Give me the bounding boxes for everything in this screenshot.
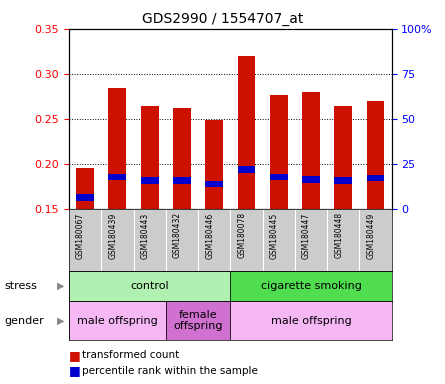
Bar [231, 301, 392, 340]
Bar [69, 301, 166, 340]
Bar [302, 92, 320, 209]
Text: male offspring: male offspring [271, 316, 351, 326]
Bar [173, 177, 191, 184]
Text: cigarette smoking: cigarette smoking [260, 281, 361, 291]
Text: GSM180432: GSM180432 [173, 212, 182, 258]
Bar [334, 177, 352, 184]
Text: ▶: ▶ [57, 316, 65, 326]
Text: percentile rank within the sample: percentile rank within the sample [82, 366, 258, 376]
Bar [109, 88, 126, 209]
Text: ■: ■ [69, 364, 81, 377]
Text: GSM180445: GSM180445 [270, 212, 279, 258]
Bar [166, 301, 231, 340]
Bar [231, 271, 392, 301]
Text: GSM180448: GSM180448 [334, 212, 343, 258]
Text: GSM180443: GSM180443 [141, 212, 150, 258]
Text: GSM180439: GSM180439 [109, 212, 117, 258]
Text: GDS2990 / 1554707_at: GDS2990 / 1554707_at [142, 12, 303, 25]
Text: GSM180449: GSM180449 [367, 212, 376, 258]
Text: control: control [130, 281, 169, 291]
Text: ■: ■ [69, 349, 81, 362]
Text: GSM180067: GSM180067 [76, 212, 85, 258]
Bar [76, 168, 94, 209]
Bar [270, 95, 287, 209]
Bar [109, 174, 126, 180]
Text: GSM180446: GSM180446 [205, 212, 214, 258]
Text: male offspring: male offspring [77, 316, 158, 326]
Bar [238, 166, 255, 173]
Bar [205, 181, 223, 187]
Bar [173, 108, 191, 209]
Text: gender: gender [4, 316, 44, 326]
Bar [270, 174, 287, 180]
Bar [205, 120, 223, 209]
Text: GSM180447: GSM180447 [302, 212, 311, 258]
Bar [141, 177, 158, 184]
Bar [367, 175, 384, 181]
Text: ▶: ▶ [57, 281, 65, 291]
Bar [302, 176, 320, 183]
Text: transformed count: transformed count [82, 350, 180, 360]
Text: female
offspring: female offspring [173, 310, 223, 331]
Bar [367, 101, 384, 209]
Text: stress: stress [4, 281, 37, 291]
Text: GSM180078: GSM180078 [238, 212, 247, 258]
Bar [69, 271, 231, 301]
Bar [334, 106, 352, 209]
Bar [76, 194, 94, 201]
Bar [238, 56, 255, 209]
Bar [141, 106, 158, 209]
